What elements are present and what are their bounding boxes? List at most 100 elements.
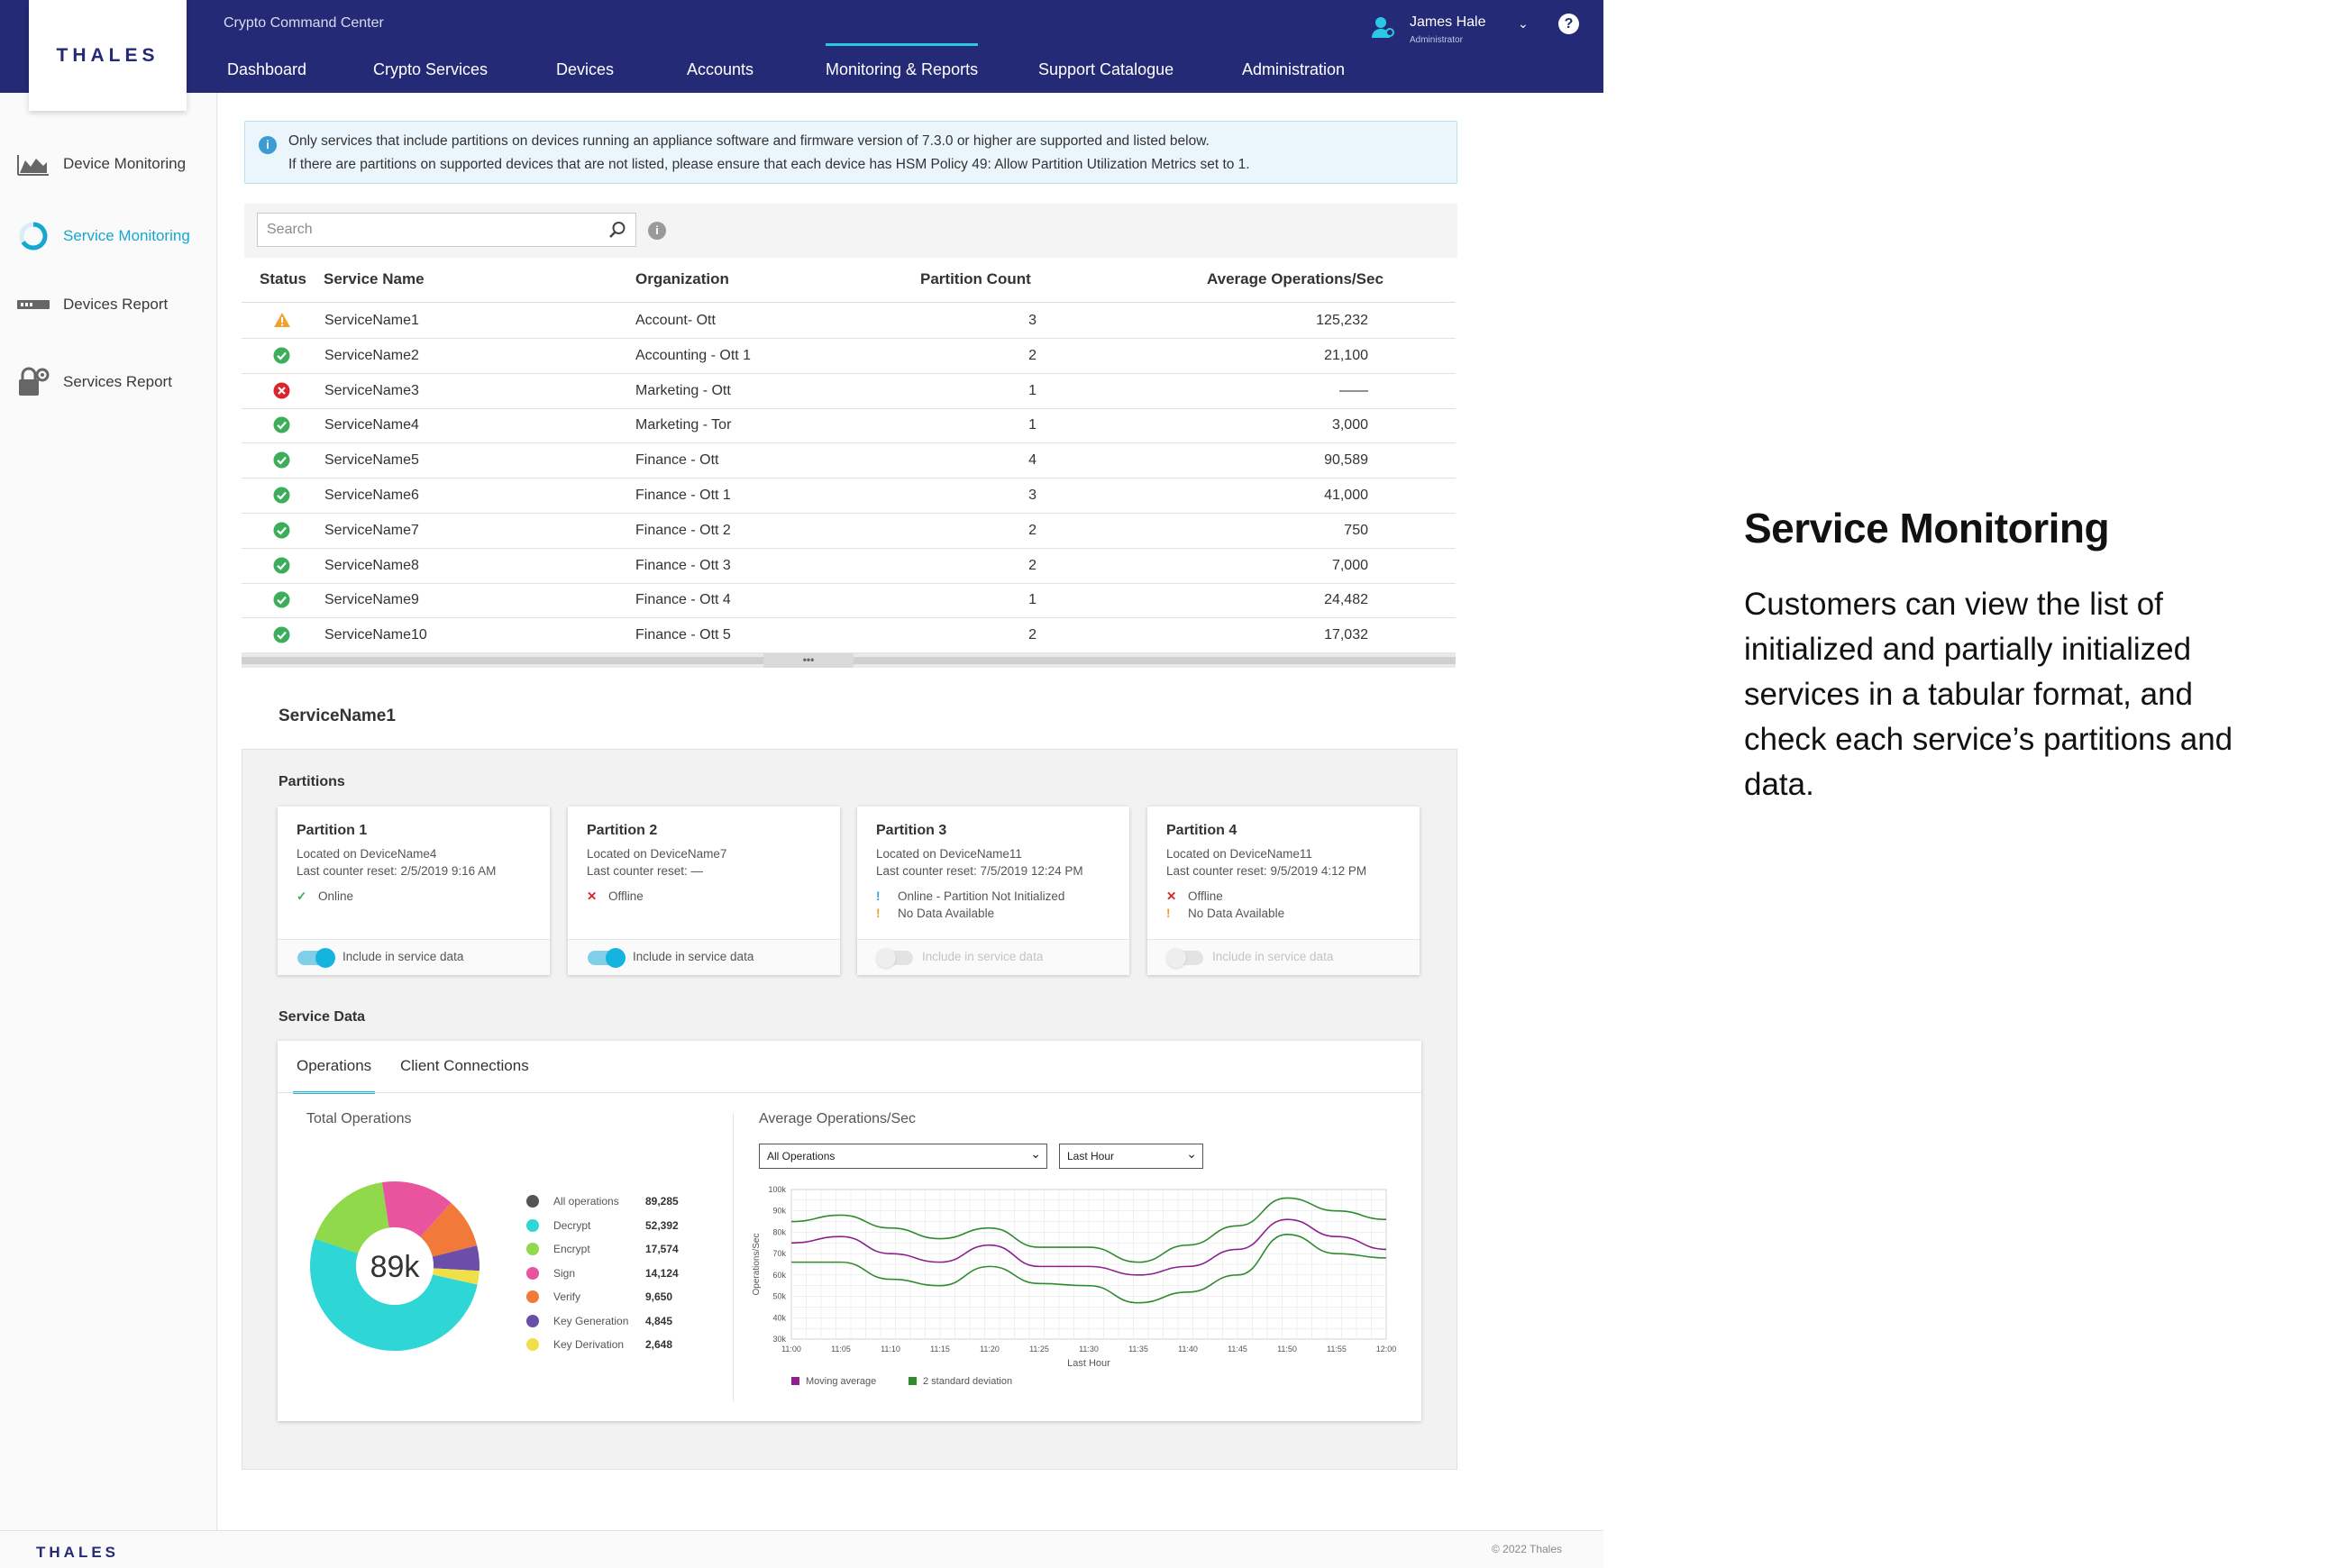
partition-card[interactable]: Partition 1 Located on DeviceName4 Last co…: [278, 807, 550, 975]
service-name-cell[interactable]: ServiceName7: [324, 522, 419, 538]
toggle-knob[interactable]: [1166, 948, 1186, 968]
column-header-status[interactable]: Status: [260, 270, 306, 287]
nav-administration[interactable]: Administration: [1242, 60, 1346, 78]
organization-cell: Finance - Ott 2: [635, 522, 731, 538]
table-row[interactable]: ServiceName8 Finance - Ott 3 2 7,000: [242, 549, 1456, 584]
thales-logo[interactable]: THALES: [29, 0, 187, 111]
sidebar-item-device-monitoring[interactable]: Device Monitoring: [16, 149, 186, 179]
line-legend-swatch: [791, 1377, 799, 1385]
help-icon[interactable]: ?: [1558, 14, 1579, 34]
partition-count-cell: 3: [1028, 313, 1037, 328]
service-name-cell[interactable]: ServiceName1: [324, 313, 419, 328]
check-circle-icon: [273, 416, 290, 438]
include-toggle[interactable]: [1166, 948, 1203, 968]
nav-monitoring-reports[interactable]: Monitoring & Reports: [826, 43, 979, 83]
organization-cell: Marketing - Ott: [635, 382, 731, 398]
info-icon: !: [876, 889, 881, 903]
column-header-partition-count[interactable]: Partition Count: [920, 270, 1031, 287]
table-row[interactable]: ServiceName7 Finance - Ott 2 2 750: [242, 514, 1456, 549]
tab-client-connections[interactable]: Client Connections: [400, 1057, 529, 1074]
legend-label: All operations: [553, 1195, 619, 1208]
table-row[interactable]: ServiceName10 Finance - Ott 5 2 17,032: [242, 618, 1456, 654]
app-window: Crypto Command Center Dashboard Crypto S…: [0, 0, 1603, 1561]
donut-center-label: 89k: [370, 1250, 421, 1284]
banner-line-2: If there are partitions on supported dev…: [288, 157, 1250, 172]
x-tick-label: 11:45: [1228, 1345, 1247, 1354]
time-range-select[interactable]: Last Hour ⌄: [1059, 1144, 1203, 1169]
donut-slice-decrypt[interactable]: [309, 1238, 478, 1352]
table-row[interactable]: ServiceName1 Account- Ott 3 125,232: [242, 304, 1456, 339]
table-row[interactable]: ServiceName2 Accounting - Ott 1 2 21,100: [242, 339, 1456, 374]
legend-value: 17,574: [645, 1243, 679, 1255]
partition-count-cell: 1: [1028, 417, 1037, 433]
donut-slice-key-derivation[interactable]: [432, 1268, 479, 1285]
search-input[interactable]: [258, 214, 591, 246]
user-name[interactable]: James Hale: [1410, 14, 1486, 30]
legend-value: 14,124: [645, 1266, 679, 1280]
donut-slice-verify[interactable]: [420, 1202, 478, 1257]
include-toggle[interactable]: [876, 948, 913, 968]
server-icon: [16, 289, 50, 320]
table-row[interactable]: ServiceName3 Marketing - Ott 1 ——: [242, 374, 1456, 409]
donut-slice-sign[interactable]: [381, 1181, 452, 1237]
series-line-moving-average[interactable]: [790, 1218, 1387, 1276]
include-toggle[interactable]: [297, 948, 335, 968]
check-circle-icon: [273, 522, 290, 543]
search-icon[interactable]: [608, 221, 626, 243]
service-name-cell[interactable]: ServiceName5: [324, 452, 419, 469]
legend-label: Key Derivation: [553, 1338, 625, 1351]
column-header-service-name[interactable]: Service Name: [324, 270, 425, 287]
nav-accounts[interactable]: Accounts: [687, 60, 754, 78]
table-row[interactable]: ServiceName5 Finance - Ott 4 90,589: [242, 443, 1456, 479]
table-row[interactable]: ServiceName9 Finance - Ott 4 1 24,482: [242, 583, 1456, 619]
partition-last-reset: Last counter reset: 2/5/2019 9:16 AM: [297, 864, 497, 878]
service-name-cell[interactable]: ServiceName3: [324, 382, 419, 398]
toggle-knob[interactable]: [315, 948, 335, 968]
partition-card[interactable]: Partition 2 Located on DeviceName7 Last co…: [568, 807, 840, 975]
legend-label: Verify: [553, 1290, 581, 1303]
series-line-2-standard-deviation[interactable]: [790, 1233, 1387, 1304]
search-box[interactable]: [257, 213, 636, 247]
donut-slice-key-generation[interactable]: [432, 1245, 479, 1272]
table-row[interactable]: ServiceName4 Marketing - Tor 1 3,000: [242, 408, 1456, 444]
nav-dashboard[interactable]: Dashboard: [227, 60, 307, 78]
toggle-knob[interactable]: [606, 948, 626, 968]
search-info-icon[interactable]: i: [648, 222, 666, 240]
avg-ops-cell: 750: [1344, 522, 1368, 538]
nav-support-catalogue[interactable]: Support Catalogue: [1038, 60, 1174, 78]
partition-card[interactable]: Partition 3 Located on DeviceName11 Last c…: [857, 807, 1129, 975]
operation-select[interactable]: All Operations ⌄: [759, 1144, 1047, 1169]
table-row[interactable]: ServiceName6 Finance - Ott 1 3 41,000: [242, 479, 1456, 514]
info-icon: i: [259, 136, 277, 154]
y-tick-label: 50k: [772, 1292, 786, 1301]
include-toggle[interactable]: [588, 948, 626, 968]
column-header-organization[interactable]: Organization: [635, 270, 729, 287]
sidebar-item-service-monitoring[interactable]: Service Monitoring: [16, 221, 190, 251]
series-line-2-standard-deviation[interactable]: [790, 1197, 1387, 1263]
partition-count-cell: 4: [1028, 452, 1037, 469]
nav-devices[interactable]: Devices: [556, 60, 615, 78]
service-name-cell[interactable]: ServiceName2: [324, 347, 419, 363]
tab-operations[interactable]: Operations: [292, 1057, 376, 1094]
table-scrollbar[interactable]: •••: [242, 653, 1456, 668]
nav-crypto-services[interactable]: Crypto Services: [373, 60, 489, 78]
service-name-cell[interactable]: ServiceName6: [324, 488, 419, 503]
partition-card-footer: Include in service data: [278, 939, 550, 975]
partition-title: Partition 3: [876, 823, 947, 838]
banner-line-1: Only services that include partitions on…: [288, 133, 1210, 149]
chevron-down-icon[interactable]: ⌄: [1518, 16, 1529, 31]
partition-card[interactable]: Partition 4 Located on DeviceName11 Last c…: [1147, 807, 1420, 975]
user-icon[interactable]: [1370, 14, 1395, 44]
scrollbar-grip-icon[interactable]: •••: [763, 653, 854, 668]
service-name-cell[interactable]: ServiceName10: [324, 627, 427, 643]
avg-ops-cell: 90,589: [1324, 452, 1368, 469]
column-header-average-ops[interactable]: Average Operations/Sec: [1207, 270, 1384, 287]
avg-ops-cell: 41,000: [1324, 488, 1368, 503]
sidebar-item-services-report[interactable]: Services Report: [16, 367, 172, 397]
service-name-cell[interactable]: ServiceName9: [324, 592, 419, 608]
donut-slice-encrypt[interactable]: [315, 1182, 389, 1254]
service-name-cell[interactable]: ServiceName8: [324, 557, 419, 573]
sidebar-item-devices-report[interactable]: Devices Report: [16, 289, 168, 320]
service-name-cell[interactable]: ServiceName4: [324, 417, 419, 433]
toggle-knob[interactable]: [876, 948, 896, 968]
